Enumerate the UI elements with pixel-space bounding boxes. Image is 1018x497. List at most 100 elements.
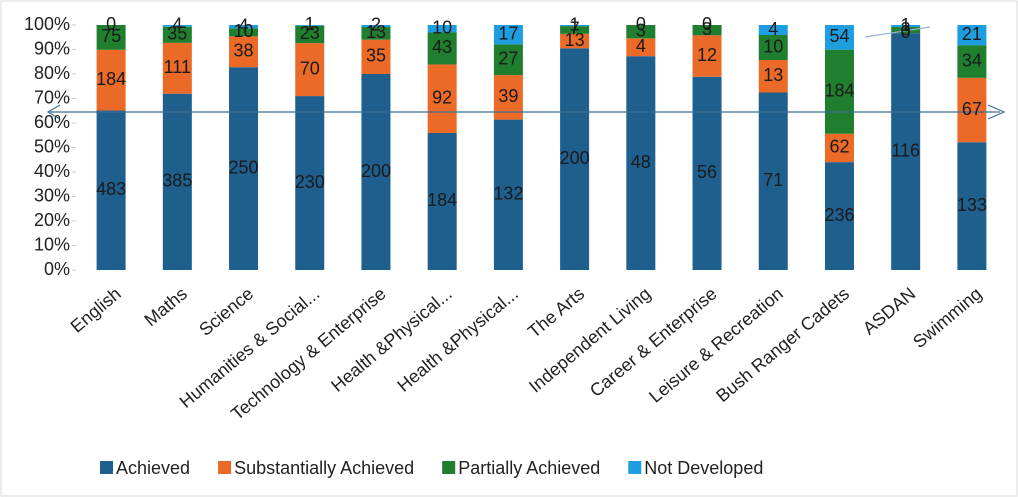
data-label: 21 bbox=[962, 24, 982, 44]
legend-swatch bbox=[218, 461, 232, 474]
bar-segment bbox=[560, 48, 590, 270]
y-tick-label: 50% bbox=[34, 136, 70, 156]
bar-segment bbox=[427, 25, 457, 33]
bar-segment bbox=[824, 162, 854, 270]
y-tick-label: 100% bbox=[24, 14, 70, 34]
legend-swatch bbox=[628, 461, 642, 474]
data-label: 10 bbox=[234, 21, 254, 41]
data-label: 13 bbox=[366, 22, 386, 42]
bar-segment bbox=[295, 96, 325, 270]
bar-segment bbox=[493, 119, 523, 271]
data-label: 39 bbox=[498, 86, 518, 106]
bar-segment bbox=[229, 36, 259, 68]
data-label: 35 bbox=[167, 24, 187, 44]
y-tick-label: 90% bbox=[34, 38, 70, 58]
data-label: 23 bbox=[300, 23, 320, 43]
data-label: 0 bbox=[901, 22, 911, 42]
bar-segment bbox=[295, 43, 325, 97]
legend-label: Achieved bbox=[116, 458, 190, 478]
data-label: 236 bbox=[824, 205, 854, 225]
data-label: 4 bbox=[239, 15, 249, 35]
bar-segment bbox=[427, 32, 457, 65]
annotation-arrows bbox=[46, 104, 1006, 120]
bar-segment bbox=[427, 64, 457, 133]
data-label: 0 bbox=[702, 14, 712, 34]
bar-segment bbox=[758, 35, 788, 60]
bar-segment bbox=[493, 25, 523, 45]
y-tick-label: 10% bbox=[34, 234, 70, 254]
data-label: 4 bbox=[172, 15, 182, 35]
y-tick-label: 0% bbox=[44, 259, 70, 279]
bar-segment bbox=[957, 77, 987, 143]
bar-segment bbox=[361, 74, 391, 270]
data-label: 3 bbox=[636, 20, 646, 40]
bar-segment bbox=[758, 25, 788, 35]
data-label: 4 bbox=[636, 36, 646, 56]
bar-segment bbox=[361, 39, 391, 74]
data-label: 67 bbox=[962, 99, 982, 119]
bar-segment bbox=[361, 25, 391, 27]
data-label: 70 bbox=[300, 58, 320, 78]
legend-label: Partially Achieved bbox=[458, 458, 600, 478]
bars bbox=[96, 25, 987, 271]
data-label: 38 bbox=[234, 41, 254, 61]
bar-segment bbox=[626, 38, 656, 57]
data-label: 116 bbox=[891, 140, 920, 160]
data-label: 3 bbox=[702, 19, 712, 39]
bar-segment bbox=[891, 27, 921, 34]
bar-segment bbox=[957, 45, 987, 78]
bar-segment bbox=[162, 93, 192, 270]
y-tick-label: 40% bbox=[34, 161, 70, 181]
data-label: 133 bbox=[957, 195, 987, 215]
bar-segment bbox=[295, 25, 325, 26]
data-label: 62 bbox=[829, 137, 849, 157]
bar-segment bbox=[229, 67, 259, 271]
bar-segment bbox=[626, 56, 656, 270]
data-label: 483 bbox=[96, 179, 126, 199]
bar-segment bbox=[626, 25, 656, 39]
bar-segment bbox=[758, 60, 788, 93]
y-tick-label: 80% bbox=[34, 63, 70, 83]
bar-segment bbox=[957, 25, 987, 46]
data-label: 200 bbox=[361, 161, 391, 181]
data-label: 10 bbox=[763, 36, 783, 56]
bar-segment bbox=[427, 132, 457, 270]
legend-label: Not Developed bbox=[644, 458, 763, 478]
bar-segment bbox=[229, 25, 259, 29]
data-label: 54 bbox=[829, 26, 849, 46]
data-label: 132 bbox=[493, 184, 523, 204]
bar-segment bbox=[824, 49, 854, 134]
data-label: 230 bbox=[295, 172, 325, 192]
bar-segment bbox=[493, 44, 523, 76]
leader-line bbox=[864, 26, 931, 38]
data-label: 13 bbox=[763, 65, 783, 85]
y-tick-label: 20% bbox=[34, 210, 70, 230]
data-label: 111 bbox=[164, 57, 191, 77]
y-tick-label: 60% bbox=[34, 112, 70, 132]
bar-segment bbox=[162, 42, 192, 94]
data-label: 4 bbox=[768, 19, 778, 39]
bar-segment bbox=[891, 25, 921, 28]
data-label: 48 bbox=[631, 152, 651, 172]
data-label: 43 bbox=[432, 37, 452, 57]
legend-label: Substantially Achieved bbox=[234, 458, 414, 478]
data-label: 184 bbox=[824, 80, 854, 100]
bar-segment bbox=[96, 110, 126, 271]
data-label: 3 bbox=[901, 19, 911, 39]
bar-segment bbox=[692, 35, 722, 77]
y-tick-label: 30% bbox=[34, 185, 70, 205]
bar-segment bbox=[692, 76, 722, 271]
data-label: 56 bbox=[697, 162, 717, 182]
bar-segment bbox=[361, 26, 391, 40]
data-label: 184 bbox=[427, 190, 457, 210]
bar-segment bbox=[692, 25, 722, 36]
legend-swatch bbox=[442, 461, 456, 474]
bar-segment bbox=[229, 28, 259, 37]
bar-segment bbox=[162, 26, 192, 43]
data-label: 12 bbox=[697, 45, 717, 65]
data-label: 13 bbox=[565, 30, 585, 50]
bar-segment bbox=[957, 142, 987, 270]
bar-segment bbox=[824, 133, 854, 163]
data-label: 7 bbox=[570, 19, 580, 39]
